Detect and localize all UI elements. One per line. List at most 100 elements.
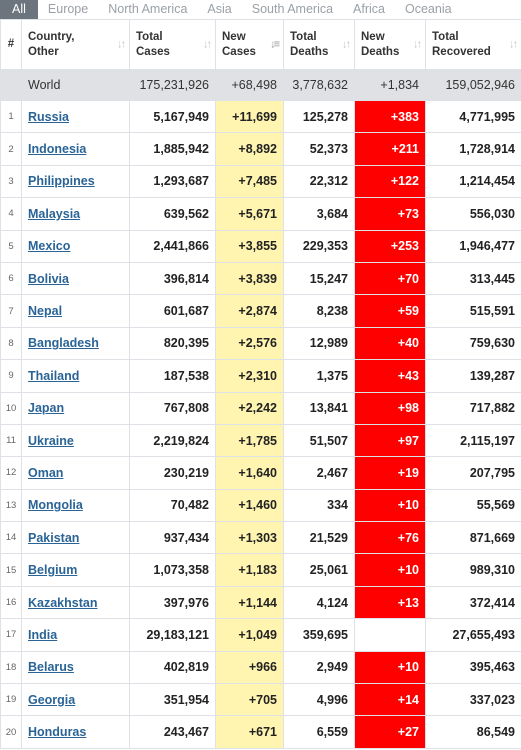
total-deaths-cell: 51,507 (283, 423, 355, 458)
total-cases-cell: 397,976 (129, 585, 216, 620)
tab-asia[interactable]: Asia (207, 2, 232, 16)
country-link[interactable]: Georgia (28, 692, 76, 707)
header-total-cases-line2: Cases (136, 45, 170, 58)
total-recovered-cell: 556,030 (425, 197, 521, 231)
country-link[interactable]: Bolivia (28, 271, 69, 286)
table-row: 13 Mongolia 70,482 +1,460 334 +10 55,569 (0, 488, 521, 523)
header-new-deaths[interactable]: New Deaths ↓↑ (354, 19, 426, 70)
country-link[interactable]: Kazakhstan (28, 595, 98, 610)
tab-europe[interactable]: Europe (47, 2, 89, 16)
total-recovered-cell: 337,023 (425, 683, 521, 717)
country-link[interactable]: Nepal (28, 304, 63, 319)
country-link[interactable]: Indonesia (28, 142, 87, 157)
country-link[interactable]: Philippines (28, 174, 95, 189)
header-country[interactable]: Country, Other ↓↑ (21, 19, 130, 70)
sort-arrows-icon[interactable]: ↓↑ (117, 38, 126, 50)
total-deaths-cell: 12,989 (283, 326, 355, 361)
header-new-cases[interactable]: New Cases ↓≡ (215, 19, 284, 70)
country-link[interactable]: Japan (28, 401, 65, 416)
country-link[interactable]: India (28, 627, 58, 642)
header-total-recovered-line2: Recovered (432, 45, 491, 58)
world-new-cases: +68,498 (215, 69, 284, 101)
total-deaths-cell: 125,278 (283, 99, 355, 134)
total-deaths-cell: 359,695 (283, 618, 355, 652)
table-row: 7 Nepal 601,687 +2,874 8,238 +59 515,591 (0, 294, 521, 328)
country-link[interactable]: Ukraine (28, 433, 74, 448)
world-name: World (21, 69, 130, 101)
total-recovered-cell: 207,795 (425, 456, 521, 490)
total-deaths-cell: 52,373 (283, 132, 355, 166)
row-index: 17 (0, 618, 22, 652)
header-total-cases[interactable]: Total Cases ↓↑ (129, 19, 216, 70)
row-index: 2 (0, 132, 22, 166)
row-index: 18 (0, 650, 22, 685)
total-deaths-cell: 3,684 (283, 197, 355, 231)
total-recovered-cell: 1,946,477 (425, 229, 521, 263)
total-cases-cell: 639,562 (129, 197, 216, 231)
table-row: 18 Belarus 402,819 +966 2,949 +10 395,463 (0, 650, 521, 685)
total-recovered-cell: 2,115,197 (425, 423, 521, 458)
new-deaths-cell: +76 (354, 521, 426, 555)
row-index: 5 (0, 229, 22, 263)
tab-all[interactable]: All (0, 0, 38, 19)
table-row: 1 Russia 5,167,949 +11,699 125,278 +383 4,771,… (0, 99, 521, 134)
country-link[interactable]: Thailand (28, 368, 80, 383)
country-link[interactable]: Bangladesh (28, 336, 99, 351)
total-cases-cell: 820,395 (129, 326, 216, 361)
total-recovered-cell: 989,310 (425, 553, 521, 587)
new-deaths-cell (354, 618, 426, 652)
new-deaths-cell: +10 (354, 650, 426, 685)
new-cases-cell: +966 (215, 650, 284, 685)
header-new-deaths-line1: New (361, 30, 385, 43)
country-link[interactable]: Mongolia (28, 498, 83, 513)
country-link[interactable]: Honduras (28, 725, 87, 740)
header-total-deaths[interactable]: Total Deaths ↓↑ (283, 19, 355, 70)
tab-africa[interactable]: Africa (353, 2, 385, 16)
country-link[interactable]: Belgium (28, 563, 78, 578)
total-deaths-cell: 4,996 (283, 683, 355, 717)
tab-oceania[interactable]: Oceania (405, 2, 452, 16)
world-new-deaths: +1,834 (354, 69, 426, 101)
total-cases-cell: 937,434 (129, 521, 216, 555)
total-recovered-cell: 395,463 (425, 650, 521, 685)
tab-north-america[interactable]: North America (108, 2, 188, 16)
country-link[interactable]: Oman (28, 465, 64, 480)
total-deaths-cell: 229,353 (283, 229, 355, 263)
sort-desc-icon[interactable]: ↓≡ (270, 38, 280, 50)
total-cases-cell: 243,467 (129, 715, 216, 749)
new-deaths-cell: +10 (354, 488, 426, 523)
row-index: 20 (0, 715, 22, 749)
total-recovered-cell: 86,549 (425, 715, 521, 749)
header-country-line1: Country, (28, 30, 75, 43)
row-index: 10 (0, 391, 22, 425)
new-deaths-cell: +73 (354, 197, 426, 231)
country-cell: Honduras (21, 715, 130, 749)
table-row: 20 Honduras 243,467 +671 6,559 +27 86,549 (0, 715, 521, 749)
new-cases-cell: +2,874 (215, 294, 284, 328)
sort-arrows-icon[interactable]: ↓↑ (413, 38, 422, 50)
country-link[interactable]: Malaysia (28, 206, 81, 221)
total-recovered-cell: 372,414 (425, 585, 521, 620)
header-total-recovered[interactable]: Total Recovered ↓↑ (425, 19, 521, 70)
row-index: 19 (0, 683, 22, 717)
header-total-recovered-line1: Total (432, 30, 459, 43)
country-link[interactable]: Belarus (28, 660, 74, 675)
new-deaths-cell: +10 (354, 553, 426, 587)
country-cell: Kazakhstan (21, 585, 130, 620)
sort-arrows-icon[interactable]: ↓↑ (203, 38, 212, 50)
country-cell: Bolivia (21, 261, 130, 296)
country-link[interactable]: Pakistan (28, 530, 80, 545)
header-total-deaths-line1: Total (290, 30, 317, 43)
country-link[interactable]: Mexico (28, 239, 71, 254)
table-row: 5 Mexico 2,441,866 +3,855 229,353 +253 1,946,4… (0, 229, 521, 263)
sort-arrows-icon[interactable]: ↓↑ (509, 38, 518, 50)
table-row: 3 Philippines 1,293,687 +7,485 22,312 +122 1,2… (0, 164, 521, 199)
total-recovered-cell: 871,669 (425, 521, 521, 555)
country-link[interactable]: Russia (28, 109, 69, 124)
country-cell: Philippines (21, 164, 130, 199)
sort-arrows-icon[interactable]: ↓↑ (342, 38, 351, 50)
table-row: 8 Bangladesh 820,395 +2,576 12,989 +40 759,630 (0, 326, 521, 361)
tab-south-america[interactable]: South America (251, 2, 334, 16)
total-cases-cell: 29,183,121 (129, 618, 216, 652)
country-cell: Mexico (21, 229, 130, 263)
